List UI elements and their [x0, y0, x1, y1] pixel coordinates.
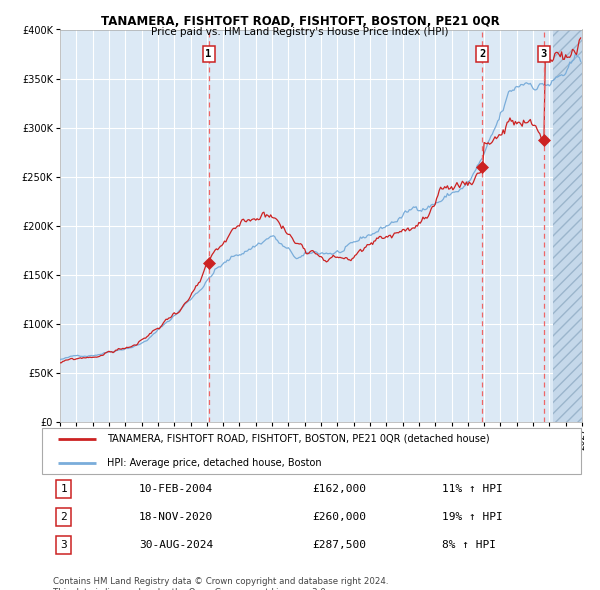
- Text: Contains HM Land Registry data © Crown copyright and database right 2024.
This d: Contains HM Land Registry data © Crown c…: [53, 576, 388, 590]
- Text: 18-NOV-2020: 18-NOV-2020: [139, 512, 214, 522]
- Text: TANAMERA, FISHTOFT ROAD, FISHTOFT, BOSTON, PE21 0QR (detached house): TANAMERA, FISHTOFT ROAD, FISHTOFT, BOSTO…: [107, 434, 490, 444]
- Text: 8% ↑ HPI: 8% ↑ HPI: [442, 540, 496, 550]
- Text: £162,000: £162,000: [312, 484, 366, 494]
- Bar: [553, 30, 582, 422]
- Text: 2: 2: [479, 49, 485, 59]
- Text: HPI: Average price, detached house, Boston: HPI: Average price, detached house, Bost…: [107, 458, 322, 468]
- Text: 19% ↑ HPI: 19% ↑ HPI: [442, 512, 502, 522]
- Text: 1: 1: [205, 49, 212, 59]
- Text: 10-FEB-2004: 10-FEB-2004: [139, 484, 214, 494]
- Text: 1: 1: [60, 484, 67, 494]
- Text: 11% ↑ HPI: 11% ↑ HPI: [442, 484, 502, 494]
- Text: 3: 3: [541, 49, 547, 59]
- Text: £260,000: £260,000: [312, 512, 366, 522]
- Text: 3: 3: [60, 540, 67, 550]
- Text: TANAMERA, FISHTOFT ROAD, FISHTOFT, BOSTON, PE21 0QR: TANAMERA, FISHTOFT ROAD, FISHTOFT, BOSTO…: [101, 15, 499, 28]
- Text: £287,500: £287,500: [312, 540, 366, 550]
- Text: 30-AUG-2024: 30-AUG-2024: [139, 540, 214, 550]
- FancyBboxPatch shape: [42, 428, 581, 474]
- Text: 2: 2: [60, 512, 67, 522]
- Text: Price paid vs. HM Land Registry's House Price Index (HPI): Price paid vs. HM Land Registry's House …: [151, 27, 449, 37]
